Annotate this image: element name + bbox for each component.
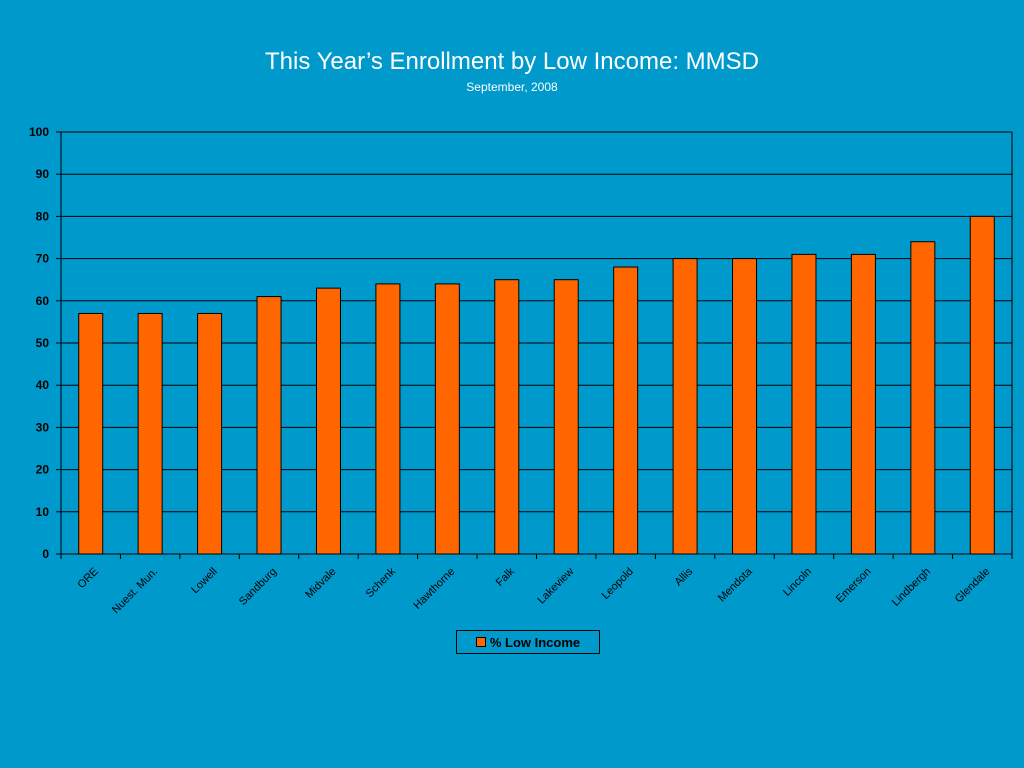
x-tick-label: Emerson	[834, 566, 874, 606]
bar	[969, 215, 995, 555]
chart-title: This Year’s Enrollment by Low Income: MM…	[265, 48, 759, 75]
x-tick-label: Midvale	[303, 566, 338, 601]
x-tick-label: Schenk	[364, 565, 399, 600]
y-tick-label: 40	[36, 378, 50, 392]
x-tick-label: Allis	[672, 565, 695, 588]
x-tick-label: Glendale	[953, 566, 993, 606]
bar	[315, 287, 341, 555]
bar	[494, 279, 520, 555]
legend-swatch	[475, 637, 486, 647]
x-tick-label: Mendota	[716, 565, 755, 604]
x-tick-label: Lincoln	[781, 566, 814, 599]
x-tick-label: Lindbergh	[890, 566, 933, 609]
y-tick-label: 50	[36, 336, 50, 350]
bar	[850, 253, 876, 555]
x-tick-label: Nuest. Mun.	[110, 566, 160, 616]
bar	[732, 258, 758, 555]
y-tick-label: 90	[36, 167, 50, 181]
bar	[375, 283, 401, 555]
legend-label: % Low Income	[489, 634, 581, 650]
chart-subtitle: September, 2008	[466, 80, 558, 94]
bar	[434, 283, 460, 555]
y-tick-label: 60	[36, 294, 50, 308]
bar	[672, 258, 698, 555]
y-tick-label: 30	[36, 420, 50, 434]
bar	[78, 312, 104, 555]
legend: % Low Income	[456, 630, 600, 654]
y-tick-label: 80	[36, 209, 50, 223]
bar	[553, 279, 579, 555]
y-tick-label: 10	[36, 505, 50, 519]
x-tick-label: Sandburg	[237, 566, 279, 608]
bar	[137, 312, 163, 555]
bar	[256, 296, 282, 555]
bar	[791, 253, 817, 555]
y-tick-label: 0	[42, 547, 49, 561]
bar	[613, 266, 639, 555]
bar	[910, 241, 936, 555]
x-tick-label: Lowell	[189, 566, 220, 597]
y-tick-label: 100	[29, 125, 49, 139]
x-tick-label: ORE	[75, 566, 100, 591]
bar	[197, 312, 223, 555]
y-tick-label: 70	[36, 252, 50, 266]
x-tick-label: Lakeview	[535, 566, 576, 607]
y-tick-label: 20	[36, 463, 50, 477]
x-tick-label: Hawthorne	[411, 566, 457, 612]
x-tick-label: Falk	[494, 565, 518, 589]
x-tick-label: Leopold	[600, 566, 636, 602]
